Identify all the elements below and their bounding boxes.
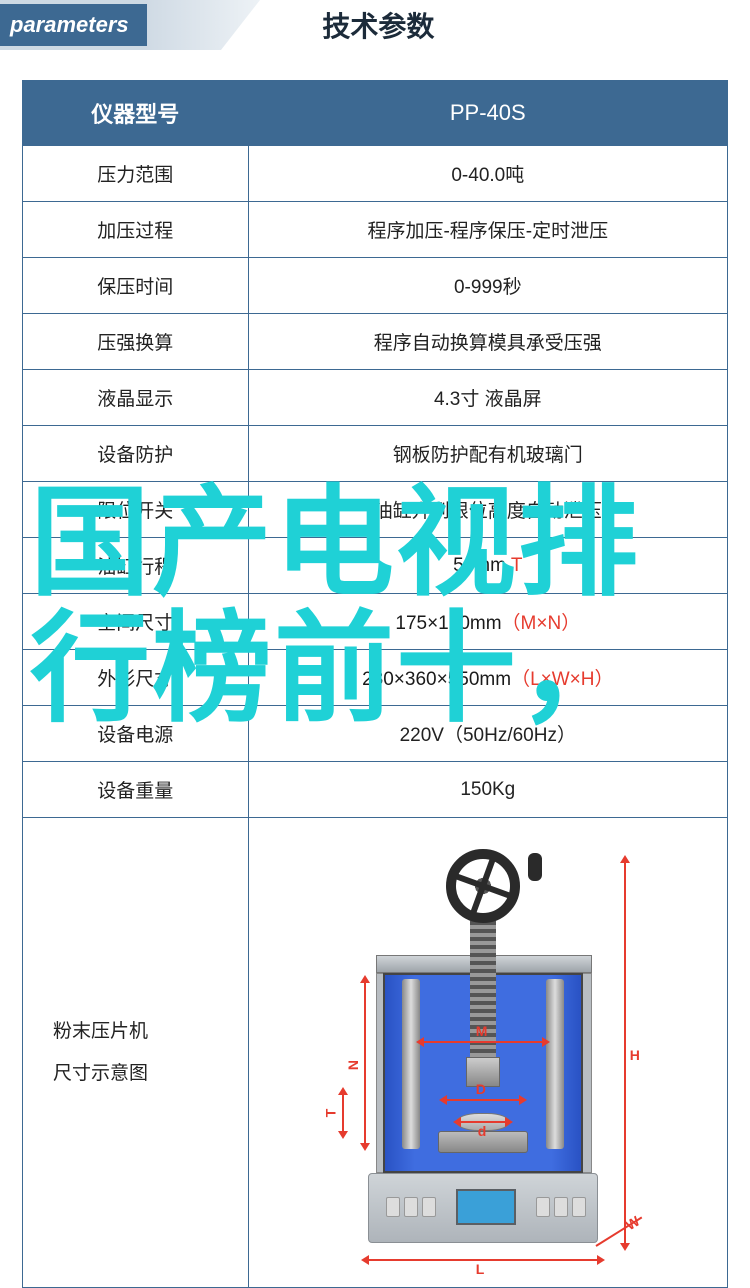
machine-pillar-right [546,979,564,1149]
machine-handle [528,853,542,881]
dim-m-label: M [476,1023,488,1039]
dim-n-line [364,983,366,1143]
table-row: 设备重量150Kg [23,762,728,818]
arrow-cap-icon [338,1087,348,1095]
arrow-cap-icon [519,1095,527,1105]
row-label: 空间尺寸 [23,594,249,650]
row-value: 程序加压-程序保压-定时泄压 [248,202,727,258]
dim-l-label: L [476,1261,485,1277]
machine-diagram: M N T D d [328,853,648,1273]
table-row: 设备防护钢板防护配有机玻璃门 [23,426,728,482]
arrow-cap-icon [360,1143,370,1151]
row-value: 4.3寸 液晶屏 [248,370,727,426]
machine-pillar-left [402,979,420,1149]
table-row: 油缸行程50mm T [23,538,728,594]
row-value: 220V（50Hz/60Hz） [248,706,727,762]
arrow-cap-icon [439,1095,447,1105]
table-row: 外形尺寸280×360×550mm（L×W×H） [23,650,728,706]
dim-n-label: N [345,1059,361,1069]
arrow-cap-icon [542,1037,550,1047]
arrow-cap-icon [453,1117,461,1127]
dim-h-label: H [630,1047,640,1063]
table-row: 限位开关油缸升到限位高度自动泄压 [23,482,728,538]
diagram-row: 粉末压片机 尺寸示意图 [23,818,728,1288]
parameters-badge: parameters [0,4,147,46]
header: parameters 技术参数 [0,0,750,50]
row-value: 50mm T [248,538,727,594]
dim-t-label: T [322,1108,338,1117]
dim-h-line [624,863,626,1243]
arrow-cap-icon [416,1037,424,1047]
diagram-label-1: 粉末压片机 [53,1011,238,1053]
arrow-cap-icon [620,855,630,863]
arrow-cap-icon [338,1131,348,1139]
row-label: 油缸行程 [23,538,249,594]
row-label: 限位开关 [23,482,249,538]
table-header-row: 仪器型号 PP-40S [23,81,728,146]
spec-table: 仪器型号 PP-40S 压力范围0-40.0吨 加压过程程序加压-程序保压-定时… [22,80,728,1288]
row-label: 设备电源 [23,706,249,762]
machine-lcd [456,1189,516,1225]
table-row: 加压过程程序加压-程序保压-定时泄压 [23,202,728,258]
row-value: 程序自动换算模具承受压强 [248,314,727,370]
table-row: 压强换算程序自动换算模具承受压强 [23,314,728,370]
row-label: 保压时间 [23,258,249,314]
diagram-label-2: 尺寸示意图 [53,1053,238,1095]
table-row: 空间尺寸175×180mm（M×N） [23,594,728,650]
row-label: 压强换算 [23,314,249,370]
diagram-cell: M N T D d [248,818,727,1288]
dim-m-line [423,1041,543,1043]
dim-d-label: d [478,1123,487,1139]
table-row: 压力范围0-40.0吨 [23,146,728,202]
row-value: 175×180mm（M×N） [248,594,727,650]
row-label: 压力范围 [23,146,249,202]
row-label: 液晶显示 [23,370,249,426]
row-label: 设备防护 [23,426,249,482]
dim-D-label: D [476,1081,486,1097]
arrow-cap-icon [361,1255,369,1265]
row-value: 150Kg [248,762,727,818]
row-label: 外形尺寸 [23,650,249,706]
arrow-cap-icon [620,1243,630,1251]
header-label: 仪器型号 [23,81,249,146]
row-value: 280×360×550mm（L×W×H） [248,650,727,706]
header-model: PP-40S [248,81,727,146]
row-value: 0-40.0吨 [248,146,727,202]
spec-table-wrap: 仪器型号 PP-40S 压力范围0-40.0吨 加压过程程序加压-程序保压-定时… [0,80,750,1288]
dim-t-line [342,1095,344,1131]
table-row: 液晶显示4.3寸 液晶屏 [23,370,728,426]
arrow-cap-icon [505,1117,513,1127]
diagram-label-cell: 粉末压片机 尺寸示意图 [23,818,249,1288]
row-value: 钢板防护配有机玻璃门 [248,426,727,482]
row-label: 设备重量 [23,762,249,818]
row-value: 0-999秒 [248,258,727,314]
row-value: 油缸升到限位高度自动泄压 [248,482,727,538]
table-row: 保压时间0-999秒 [23,258,728,314]
table-row: 设备电源220V（50Hz/60Hz） [23,706,728,762]
arrow-cap-icon [597,1255,605,1265]
row-label: 加压过程 [23,202,249,258]
machine-wheel [446,849,520,923]
arrow-cap-icon [360,975,370,983]
dim-d-line [446,1099,520,1101]
